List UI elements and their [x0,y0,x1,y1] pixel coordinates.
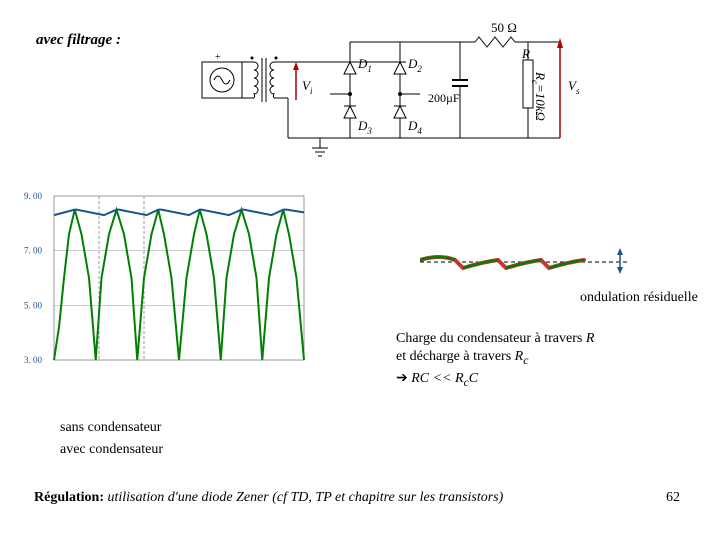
charge-discharge-text: Charge du condensateur à travers R et dé… [396,330,676,390]
legend-item-sans: sans condensateur [60,420,163,436]
d1: D1 [357,56,372,74]
d3: D3 [357,118,372,136]
circuit-diagram: 50 Ω R + Vi D1 [200,20,640,170]
vi-label: Vi [302,78,313,96]
plus-mark: + [215,52,221,63]
chart-svg: 9. 00 7. 00 5. 00 3. 00 [20,188,310,368]
legend: sans condensateur avec condensateur [60,420,163,458]
svg-text:5. 00: 5. 00 [24,300,43,310]
r-label: R [521,46,530,61]
waveform-chart: 9. 00 7. 00 5. 00 3. 00 [20,188,310,368]
svg-text:9. 00: 9. 00 [24,191,43,201]
d4: D4 [407,118,422,136]
vs-label: Vs [568,78,580,96]
c-label: 200µF [428,91,460,105]
regulation-text: Régulation: utilisation d'une diode Zene… [34,490,503,506]
d2: D2 [407,56,422,74]
svg-text:3. 00: 3. 00 [24,355,43,365]
legend-item-avec: avec condensateur [60,442,163,458]
svg-text:7. 00: 7. 00 [24,246,43,256]
page-title: avec filtrage : [36,32,121,49]
page-number: 62 [666,490,680,506]
r-value-text: 50 Ω [491,20,517,35]
circuit-svg: 50 Ω R + Vi D1 [200,20,640,170]
ripple-label: ondulation résiduelle [580,290,698,306]
ripple-detail [420,242,720,282]
